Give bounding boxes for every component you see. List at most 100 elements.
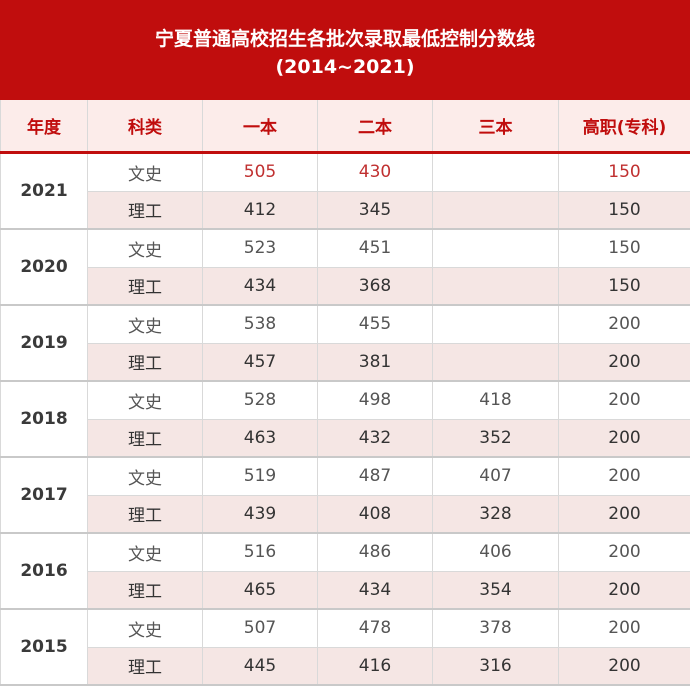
year-cell: 2018 xyxy=(1,381,88,457)
table-row: 2017 文史 519 487 407 200 xyxy=(1,457,690,495)
table-row: 理工 412 345 150 xyxy=(1,191,690,229)
tier3-cell xyxy=(433,305,559,343)
vocational-cell: 200 xyxy=(559,495,690,533)
vocational-cell: 200 xyxy=(559,419,690,457)
tier1-cell: 528 xyxy=(203,381,318,419)
table-row: 理工 463 432 352 200 xyxy=(1,419,690,457)
tier3-cell: 407 xyxy=(433,457,559,495)
col-header-category: 科类 xyxy=(88,100,203,153)
tier3-cell xyxy=(433,153,559,192)
vocational-cell: 200 xyxy=(559,381,690,419)
tier1-cell: 412 xyxy=(203,191,318,229)
tier2-cell: 486 xyxy=(318,533,433,571)
tier3-cell: 328 xyxy=(433,495,559,533)
category-cell: 文史 xyxy=(88,533,203,571)
tier2-cell: 381 xyxy=(318,343,433,381)
tier3-cell xyxy=(433,229,559,267)
col-header-tier2: 二本 xyxy=(318,100,433,153)
table-row: 2019 文史 538 455 200 xyxy=(1,305,690,343)
table-row: 2020 文史 523 451 150 xyxy=(1,229,690,267)
tier3-cell xyxy=(433,267,559,305)
page-title: 宁夏普通高校招生各批次录取最低控制分数线 xyxy=(0,26,690,52)
tier1-cell: 463 xyxy=(203,419,318,457)
tier1-cell: 507 xyxy=(203,609,318,647)
vocational-cell: 150 xyxy=(559,191,690,229)
year-cell: 2016 xyxy=(1,533,88,609)
category-cell: 文史 xyxy=(88,381,203,419)
year-cell: 2017 xyxy=(1,457,88,533)
table-row: 2016 文史 516 486 406 200 xyxy=(1,533,690,571)
vocational-cell: 200 xyxy=(559,647,690,685)
vocational-cell: 200 xyxy=(559,609,690,647)
tier1-cell: 538 xyxy=(203,305,318,343)
vocational-cell: 150 xyxy=(559,153,690,192)
category-cell: 文史 xyxy=(88,305,203,343)
tier2-cell: 368 xyxy=(318,267,433,305)
table-row: 2015 文史 507 478 378 200 xyxy=(1,609,690,647)
tier2-cell: 408 xyxy=(318,495,433,533)
category-cell: 理工 xyxy=(88,571,203,609)
tier2-cell: 451 xyxy=(318,229,433,267)
tier1-cell: 434 xyxy=(203,267,318,305)
tier2-cell: 478 xyxy=(318,609,433,647)
category-cell: 文史 xyxy=(88,457,203,495)
tier3-cell: 418 xyxy=(433,381,559,419)
tier1-cell: 523 xyxy=(203,229,318,267)
table-row: 理工 457 381 200 xyxy=(1,343,690,381)
title-banner: 宁夏普通高校招生各批次录取最低控制分数线 (2014~2021) xyxy=(0,0,690,100)
tier1-cell: 445 xyxy=(203,647,318,685)
tier2-cell: 416 xyxy=(318,647,433,685)
vocational-cell: 200 xyxy=(559,571,690,609)
tier2-cell: 430 xyxy=(318,153,433,192)
tier3-cell xyxy=(433,343,559,381)
tier3-cell: 352 xyxy=(433,419,559,457)
page-subtitle: (2014~2021) xyxy=(0,54,690,80)
vocational-cell: 150 xyxy=(559,267,690,305)
tier2-cell: 434 xyxy=(318,571,433,609)
col-header-year: 年度 xyxy=(1,100,88,153)
category-cell: 理工 xyxy=(88,647,203,685)
table-row: 理工 439 408 328 200 xyxy=(1,495,690,533)
tier1-cell: 505 xyxy=(203,153,318,192)
col-header-vocational: 高职(专科) xyxy=(559,100,690,153)
tier1-cell: 516 xyxy=(203,533,318,571)
score-table: 年度 科类 一本 二本 三本 高职(专科) 2021 文史 505 430 15… xyxy=(0,100,690,686)
tier1-cell: 457 xyxy=(203,343,318,381)
year-cell: 2015 xyxy=(1,609,88,685)
category-cell: 文史 xyxy=(88,153,203,192)
table-row: 2018 文史 528 498 418 200 xyxy=(1,381,690,419)
tier2-cell: 498 xyxy=(318,381,433,419)
category-cell: 理工 xyxy=(88,267,203,305)
category-cell: 文史 xyxy=(88,229,203,267)
table-row: 理工 434 368 150 xyxy=(1,267,690,305)
col-header-tier3: 三本 xyxy=(433,100,559,153)
category-cell: 文史 xyxy=(88,609,203,647)
tier3-cell: 354 xyxy=(433,571,559,609)
vocational-cell: 150 xyxy=(559,229,690,267)
category-cell: 理工 xyxy=(88,343,203,381)
tier2-cell: 345 xyxy=(318,191,433,229)
col-header-tier1: 一本 xyxy=(203,100,318,153)
tier1-cell: 519 xyxy=(203,457,318,495)
vocational-cell: 200 xyxy=(559,343,690,381)
tier1-cell: 439 xyxy=(203,495,318,533)
table-row: 2021 文史 505 430 150 xyxy=(1,153,690,192)
year-cell: 2019 xyxy=(1,305,88,381)
tier3-cell: 378 xyxy=(433,609,559,647)
vocational-cell: 200 xyxy=(559,533,690,571)
year-cell: 2021 xyxy=(1,153,88,230)
tier2-cell: 455 xyxy=(318,305,433,343)
tier2-cell: 487 xyxy=(318,457,433,495)
tier1-cell: 465 xyxy=(203,571,318,609)
tier2-cell: 432 xyxy=(318,419,433,457)
table-row: 理工 465 434 354 200 xyxy=(1,571,690,609)
year-cell: 2020 xyxy=(1,229,88,305)
tier3-cell: 316 xyxy=(433,647,559,685)
category-cell: 理工 xyxy=(88,419,203,457)
vocational-cell: 200 xyxy=(559,305,690,343)
table-header-row: 年度 科类 一本 二本 三本 高职(专科) xyxy=(1,100,690,153)
category-cell: 理工 xyxy=(88,191,203,229)
vocational-cell: 200 xyxy=(559,457,690,495)
tier3-cell: 406 xyxy=(433,533,559,571)
table-row: 理工 445 416 316 200 xyxy=(1,647,690,685)
